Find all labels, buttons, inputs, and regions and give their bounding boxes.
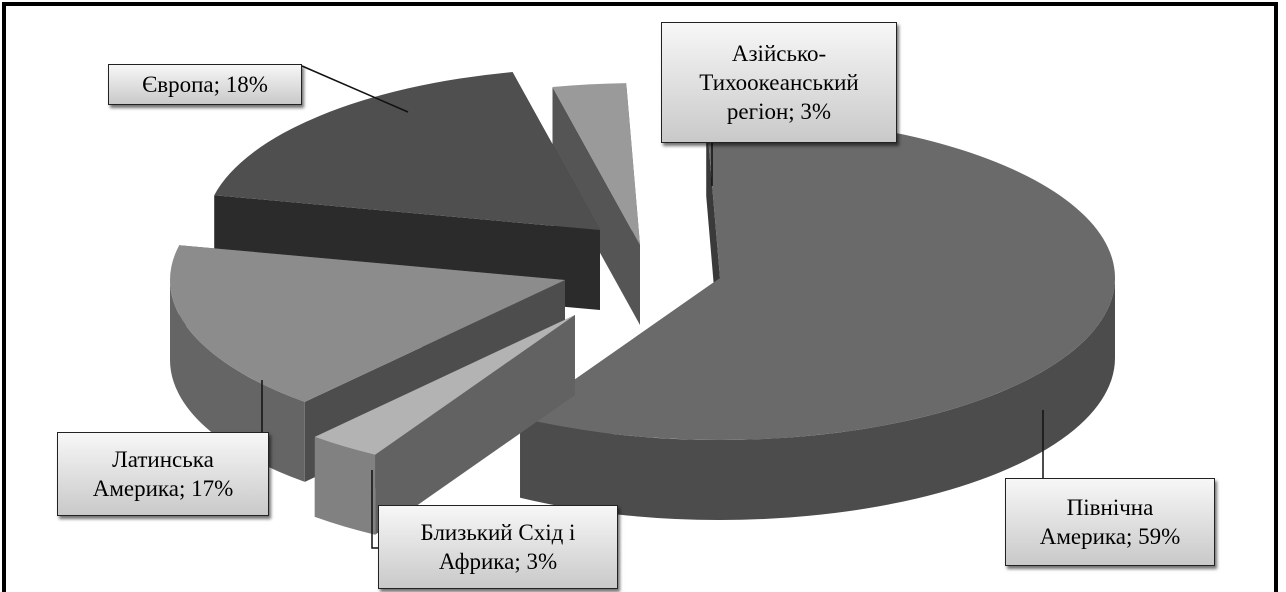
slice-wall	[552, 87, 640, 325]
pie-slice-middle-east-africa	[314, 315, 575, 535]
pie-slice-asia-pacific	[552, 83, 640, 325]
slice-wall	[314, 315, 575, 517]
slice-side	[170, 280, 305, 482]
data-label-europe: Європа; 18%	[108, 64, 302, 105]
slice-top	[520, 115, 1115, 440]
slice-top	[214, 72, 600, 230]
slice-top	[314, 315, 575, 455]
data-label-latin-america: Латинська Америка; 17%	[57, 432, 269, 516]
leader-line-europe	[301, 65, 409, 113]
data-label-north-america: Північна Америка; 59%	[1005, 478, 1215, 566]
slice-top	[170, 245, 565, 402]
pie-slice-north-america	[520, 115, 1115, 520]
slice-side	[314, 436, 376, 535]
data-label-asia-pacific: Азійсько- Тихоокеанський регіон; 3%	[661, 22, 897, 143]
slice-side	[520, 278, 1115, 520]
data-label-middle-east-africa: Близький Схід і Африка; 3%	[378, 505, 618, 589]
slice-top	[552, 83, 640, 245]
leader-line-middle-east-africa	[371, 470, 378, 549]
